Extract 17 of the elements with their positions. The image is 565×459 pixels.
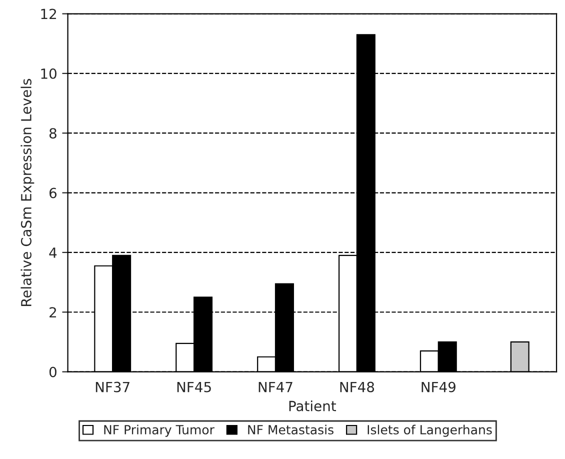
legend-label: Islets of Langerhans [368, 424, 492, 437]
y-axis-title: Relative CaSm Expression Levels [20, 78, 34, 306]
x-tick-label: NF48 [340, 382, 374, 392]
y-tick-label: 0 [49, 366, 56, 378]
y-tick-label: 4 [49, 248, 57, 258]
legend-label: NF Primary Tumor [104, 424, 214, 437]
y-tick-label: 8 [49, 128, 56, 139]
y-tick-label: 12 [41, 8, 56, 20]
y-tick-label: 2 [50, 307, 56, 318]
legend-label: NF Metastasis [248, 424, 334, 434]
x-tick-label: NF47 [258, 382, 292, 392]
y-tick-label: 6 [50, 188, 57, 198]
x-tick-label: NF49 [422, 382, 456, 392]
x-axis-title: Patient [289, 400, 336, 412]
y-tick-label: 10 [41, 68, 56, 79]
x-tick-label: NF37 [96, 382, 130, 392]
x-tick-label: NF45 [177, 382, 211, 392]
